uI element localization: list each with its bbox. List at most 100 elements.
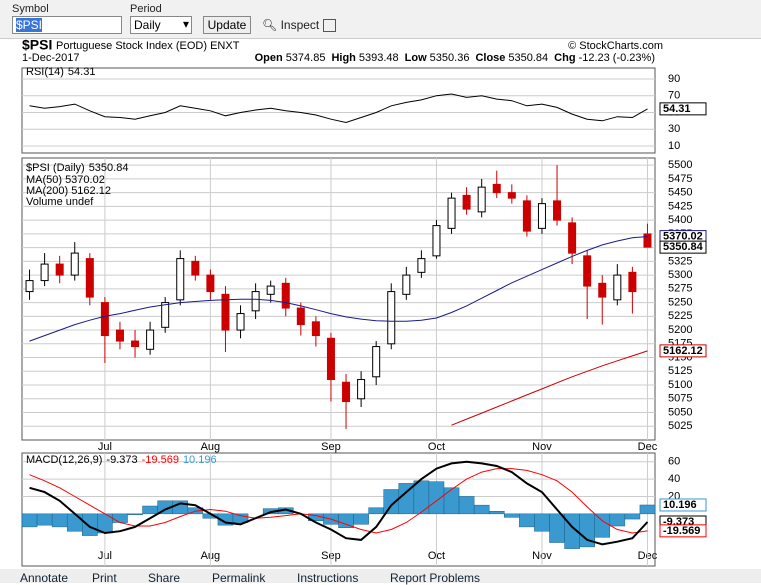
symbol-title: $PSI [22,38,52,53]
y-tick-label: 5025 [668,420,692,432]
candle-body [537,203,546,229]
footer-link[interactable]: Instructions [297,571,359,585]
y-tick-label: 5250 [668,296,692,308]
ohlc-value: 5350.36 [430,52,470,64]
y-tick-label: 5400 [668,214,692,226]
candle-body [281,282,290,309]
inspect-toggle[interactable]: 🔍︎ Inspect [262,18,336,33]
y-tick-label: 70 [668,90,680,102]
candle-body [402,274,411,295]
candle-body [583,255,592,287]
legend-value: 5370.02 [65,174,105,186]
histogram-bar [639,504,656,515]
ma200-label: 5162.12 [663,345,703,357]
histogram-bar [504,513,520,518]
candle-body [417,258,426,273]
inspect-checkbox[interactable] [322,19,336,33]
histogram-bar [428,481,445,515]
legend-value: 54.31 [68,66,96,78]
y-tick-label: 5125 [668,365,692,377]
y-tick-label: 5450 [668,187,692,199]
legend-name: RSI(14) [26,66,64,78]
candle-body [598,282,607,298]
histogram-bar [232,513,249,523]
legend-name: MA(200) [26,185,68,197]
candle-body [387,291,396,345]
period-value: Daily [134,18,161,32]
legend-value: -19.569 [142,454,179,466]
candle-body [507,192,516,199]
symbol-input[interactable]: $PSI [12,16,122,34]
footer-link[interactable]: Print [92,571,117,585]
candle-body [432,225,441,257]
footer-link[interactable]: Permalink [212,571,266,585]
credit: © StockCharts.com [568,40,663,52]
footer-bar [0,569,761,583]
candle-body [131,340,140,348]
chart-date: 1-Dec-2017 [22,52,79,64]
x-tick-label: Nov [532,441,552,453]
legend-entry: MA(50) 5370.02 [26,174,105,186]
footer-link[interactable]: Share [148,571,181,585]
symbol-label: Symbol [12,3,49,15]
dropdown-arrow: ▾ [182,17,189,31]
histogram-bar [488,510,505,515]
y-tick-label: 5075 [668,393,692,405]
histogram-bar [413,480,430,515]
candle-body [55,263,64,276]
candle-body [372,346,381,378]
candle-body [613,274,622,301]
candle-body [311,321,320,337]
y-tick-label: 5500 [668,159,692,171]
y-tick-label: 5050 [668,406,692,418]
period-select[interactable]: Daily ▾ [130,16,192,34]
histogram-bar [353,513,369,525]
ohlc-label: Chg [554,52,575,64]
y-tick-label: 90 [668,73,680,85]
macd-value-label-box [659,524,707,538]
candle-body [462,194,471,210]
chart: $PSI Portuguese Stock Index (EOD) ENXT © S… [21,38,707,567]
legend-value: 10.196 [183,454,217,466]
panel-frame [21,157,656,441]
histogram-bar [127,513,143,515]
legend-value: -9.373 [106,454,137,466]
candle-body [326,337,335,381]
moving-average [29,236,648,342]
rsi-line [29,93,648,124]
y-tick-label: 60 [668,456,680,468]
inspect-label: Inspect [280,18,320,32]
macd-value-label-box [659,498,707,512]
footer-link[interactable]: Annotate [20,571,69,585]
footer-link[interactable]: Report Problems [390,571,481,585]
candle-body [206,274,215,293]
candle-body [100,302,109,337]
legend-value: 5350.84 [89,162,129,174]
candle-body [70,252,79,276]
legend-name: MACD(12,26,9) [26,454,102,466]
close-label-box [659,240,707,254]
histogram-bar [594,513,611,538]
ohlc-value: 5393.48 [359,52,399,64]
close-label: 5350.84 [663,241,704,253]
ma200-label-box [659,344,707,358]
candle-body [115,329,124,342]
candle-body [161,302,170,328]
ohlc-label: Low [405,52,427,64]
candle-body [191,260,200,276]
candle-body [85,258,94,298]
candle-body [357,379,366,400]
ohlc-value: 5350.84 [508,52,548,64]
x-tick-label: Dec [638,441,658,453]
y-tick-label: 10 [668,140,680,152]
update-button[interactable]: Update [203,16,251,34]
candle-body [236,313,245,331]
ohlc-label: Close [475,52,505,64]
histogram-bar [473,504,490,515]
legend-entry: MA(200) 5162.12 [26,185,111,197]
histogram-bar [624,513,641,520]
candle-body [266,285,275,295]
histogram-bar [82,513,98,536]
macd-value-label: -19.569 [663,525,700,537]
legend-name: $PSI (Daily) [26,162,85,174]
